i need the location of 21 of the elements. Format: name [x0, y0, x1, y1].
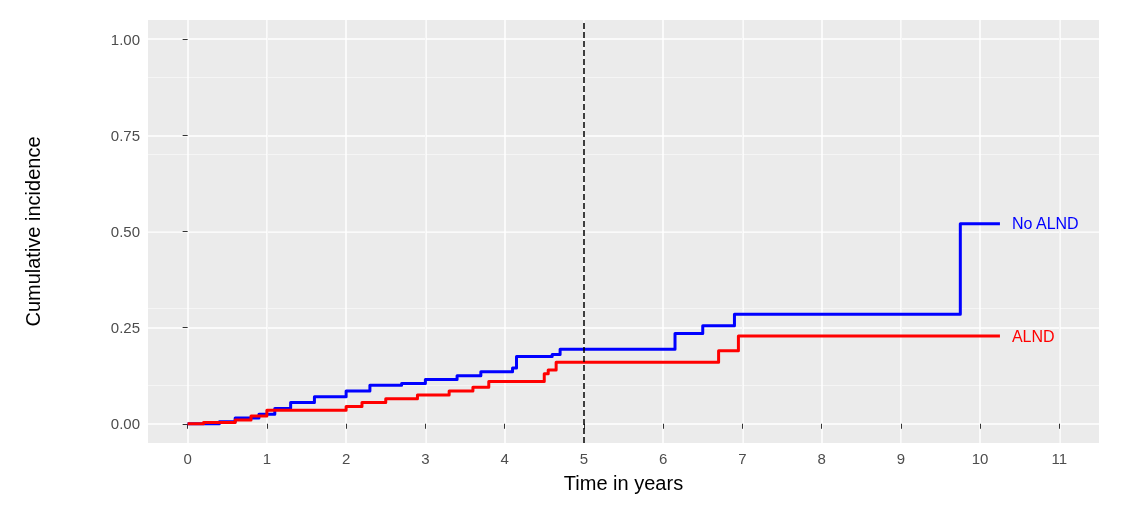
series-label: ALND: [1011, 327, 1055, 345]
x-tick-label: 6: [658, 450, 668, 467]
x-tick-label: 8: [817, 450, 826, 467]
x-tick-label: 5: [579, 450, 589, 467]
x-tick-label: 0: [183, 450, 192, 467]
x-tick-label: 4: [500, 450, 509, 467]
series-label: No ALND: [1011, 215, 1079, 233]
y-tick-label: 0.50: [110, 223, 140, 240]
y-tick-label: 0.75: [110, 126, 140, 144]
y-tick-label: 1.00: [110, 30, 140, 48]
x-axis-title: Time in years: [563, 472, 684, 494]
x-tick-label: 3: [421, 450, 430, 467]
x-tick-label: 11: [1051, 450, 1068, 467]
y-axis-title: Cumulative incidence: [22, 136, 44, 327]
y-tick-label: 0.25: [110, 319, 140, 337]
x-tick-label: 7: [738, 450, 747, 467]
y-tick-label: 0.00: [110, 415, 140, 433]
x-tick-label: 1: [262, 450, 272, 467]
x-tick-label: 9: [896, 450, 906, 467]
x-tick-label: 2: [341, 450, 351, 467]
x-tick-label: 10: [971, 450, 989, 467]
